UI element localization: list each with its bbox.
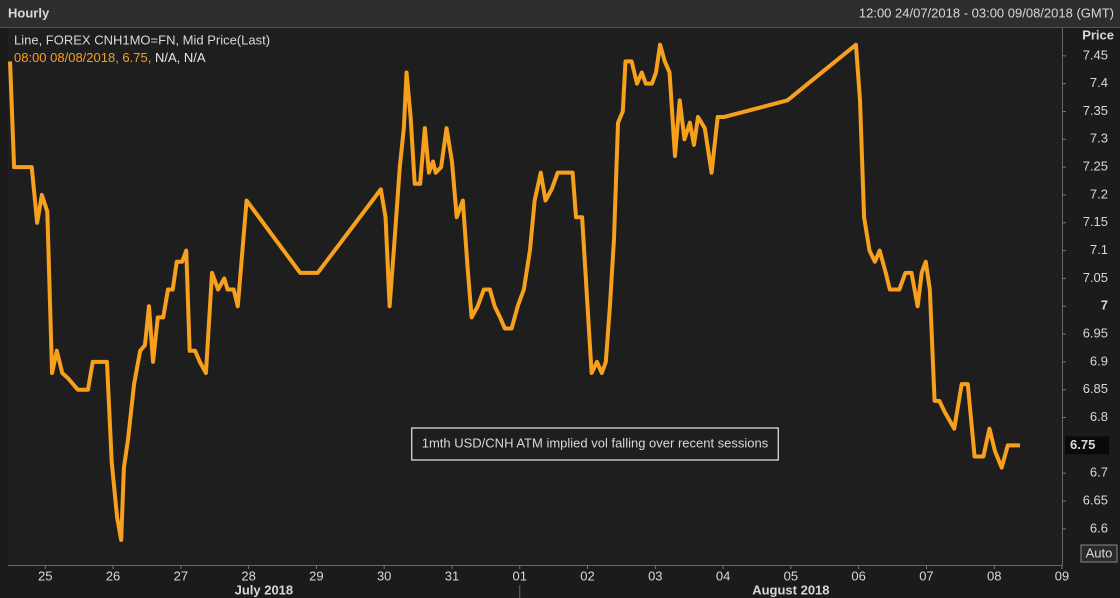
- y-tick-label: 7.2: [1090, 186, 1108, 201]
- annotation-box: [411, 427, 779, 461]
- y-tick-label: 6.65: [1083, 492, 1108, 507]
- x-tick-label: 30: [377, 568, 391, 583]
- x-tick-label: 26: [106, 568, 120, 583]
- x-tick-label: 08: [987, 568, 1001, 583]
- month-label: August 2018: [752, 582, 829, 597]
- cursor-info: 08:00 08/08/2018, 6.75,: [14, 50, 151, 65]
- y-tick-label: 6.8: [1090, 409, 1108, 424]
- y-tick-label: 6.85: [1083, 381, 1108, 396]
- y-tick-label: 7.15: [1083, 214, 1108, 229]
- x-tick-label: 04: [716, 568, 730, 583]
- month-label: July 2018: [235, 582, 294, 597]
- y-tick-label: 7.45: [1083, 47, 1108, 62]
- last-value-label: 6.75: [1070, 437, 1095, 452]
- annotation-text: 1mth USD/CNH ATM implied vol falling ove…: [422, 435, 769, 450]
- x-tick-label: 03: [648, 568, 662, 583]
- y-axis-title: Price: [1082, 27, 1114, 42]
- x-tick-label: 31: [445, 568, 459, 583]
- y-tick-label: 7.4: [1090, 75, 1108, 90]
- auto-button[interactable]: Auto: [1080, 544, 1118, 563]
- cursor-readout: 08:00 08/08/2018, 6.75, N/A, N/A: [14, 50, 206, 65]
- header-bar: [0, 0, 1120, 27]
- series-group: [8, 42, 1020, 542]
- price-line: [8, 42, 1020, 542]
- last-value-box: [1065, 436, 1109, 455]
- x-tick-label: 07: [919, 568, 933, 583]
- y-tick-label: 6.95: [1083, 325, 1108, 340]
- legend-entry: Line, FOREX CNH1MO=FN, Mid Price(Last): [14, 32, 270, 47]
- auto-button-label[interactable]: Auto: [1086, 545, 1113, 560]
- x-tick-label: 05: [784, 568, 798, 583]
- y-tick-label: 7.35: [1083, 103, 1108, 118]
- x-tick-label: 01: [513, 568, 527, 583]
- window-title: Hourly: [8, 5, 50, 20]
- x-tick-label: 28: [241, 568, 255, 583]
- plot-area: [8, 28, 1062, 565]
- y-tick-label: 7.1: [1090, 242, 1108, 257]
- x-tick-label: 06: [851, 568, 865, 583]
- y-tick-label: 7.3: [1090, 131, 1108, 146]
- y-tick-label: 7.25: [1083, 159, 1108, 174]
- auto-button-frame[interactable]: [1080, 544, 1118, 563]
- x-tick-label: 25: [38, 568, 52, 583]
- y-tick-label: 6.9: [1090, 353, 1108, 368]
- y-tick-label: 6.6: [1090, 520, 1108, 535]
- y-tick-label: 6.7: [1090, 465, 1108, 480]
- date-range: 12:00 24/07/2018 - 03:00 09/08/2018 (GMT…: [859, 5, 1114, 20]
- x-tick-label: 09: [1055, 568, 1069, 583]
- x-tick-label: 02: [580, 568, 594, 583]
- y-tick-label: 7: [1101, 298, 1108, 313]
- cursor-na: N/A, N/A: [155, 50, 206, 65]
- x-tick-label: 29: [309, 568, 323, 583]
- x-tick-label: 27: [174, 568, 188, 583]
- y-tick-label: 7.05: [1083, 270, 1108, 285]
